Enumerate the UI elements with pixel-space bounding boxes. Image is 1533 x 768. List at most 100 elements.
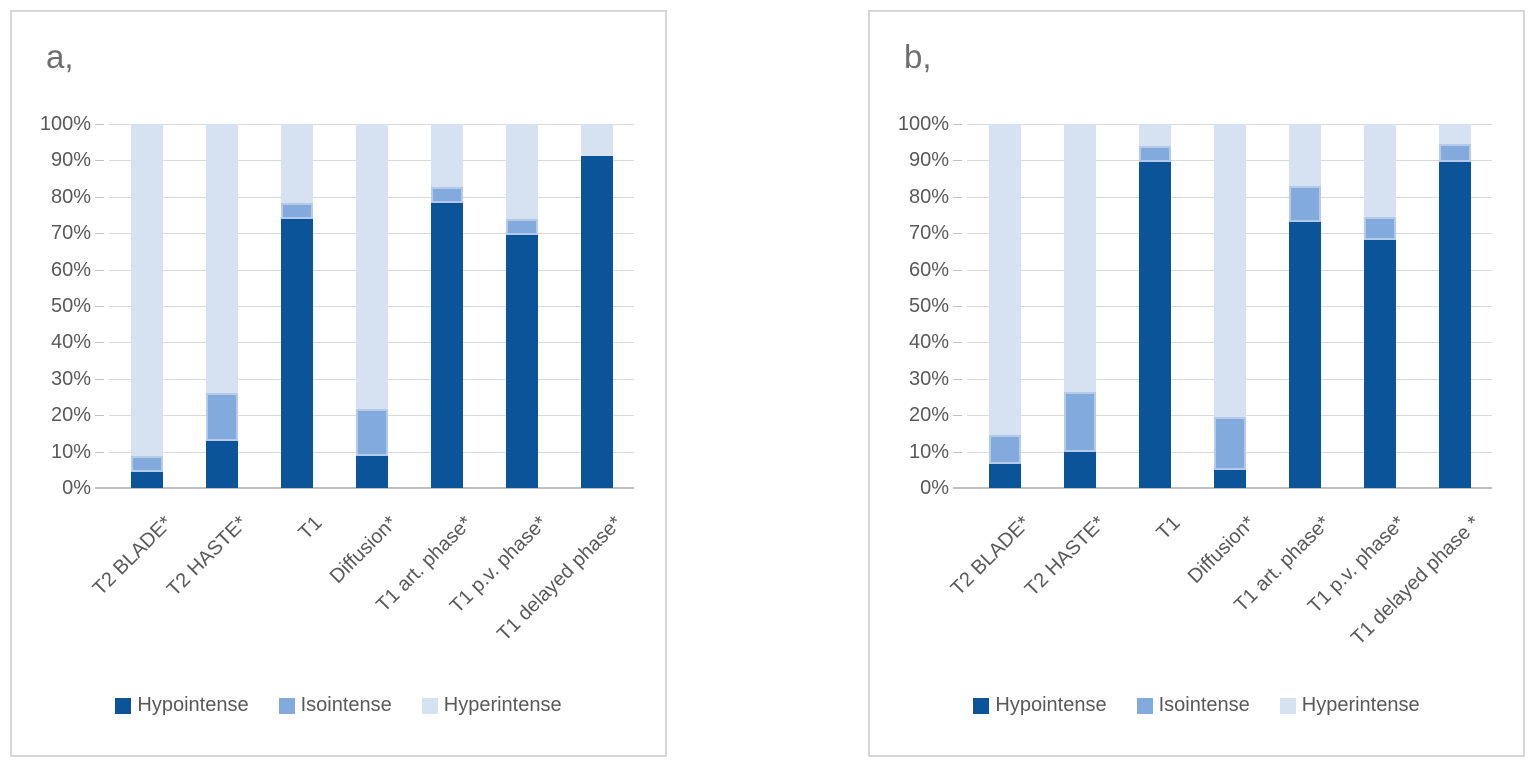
- y-tick-label: 50%: [50, 295, 91, 317]
- segment-hypointense: [505, 234, 538, 488]
- legend-swatch-icon: [421, 697, 438, 714]
- segment-isointense: [130, 456, 163, 473]
- y-tick-mark: [953, 378, 962, 380]
- bar-t2-blade: [967, 124, 1042, 488]
- bar-t1-p-v-phase: [484, 124, 559, 488]
- legend-label: Hypointense: [137, 694, 249, 716]
- y-tick-label: 30%: [50, 367, 91, 390]
- legend-swatch-icon: [1279, 697, 1296, 714]
- segment-hypointense: [1363, 240, 1396, 488]
- y-tick-label: 60%: [908, 258, 949, 281]
- y-tick-mark: [953, 306, 962, 307]
- segment-hyperintense: [205, 124, 238, 394]
- y-tick-label: 90%: [50, 149, 91, 172]
- x-axis-line: [953, 487, 1492, 489]
- legend-label: Isointense: [300, 694, 392, 716]
- x-axis-labels-a: T2 BLADE* T2 HASTE* T1 Diffusion* T1 art. ph…: [88, 500, 634, 670]
- segment-isointense: [1063, 391, 1096, 452]
- y-tick-mark: [95, 306, 104, 307]
- plot-area-b: 0% 10% 20% 30% 40% 50% 60% 70% 80% 90% 100%: [898, 114, 1492, 498]
- bar-t1-p-v-phase: [1342, 124, 1417, 488]
- y-tick-label: 100%: [897, 113, 949, 135]
- segment-hyperintense: [1213, 124, 1246, 418]
- y-tick-mark: [95, 415, 104, 417]
- y-tick-label: 50%: [908, 295, 949, 317]
- bar-t2-haste: [184, 124, 259, 488]
- segment-hypointense: [1213, 469, 1246, 488]
- y-tick-mark: [953, 160, 962, 162]
- segment-hyperintense: [430, 124, 463, 188]
- segment-hyperintense: [355, 124, 388, 410]
- segment-hyperintense: [1438, 124, 1471, 145]
- segment-hypointense: [130, 472, 163, 488]
- legend-item-hyperintense: Hyperintense: [1279, 694, 1420, 717]
- y-tick-mark: [953, 342, 962, 344]
- segment-hypointense: [1288, 222, 1321, 488]
- y-tick-label: 40%: [908, 331, 949, 354]
- segment-hypointense: [1438, 162, 1471, 488]
- bar-t2-haste: [1042, 124, 1117, 488]
- y-tick-label: 20%: [908, 404, 949, 427]
- legend-swatch-icon: [973, 697, 990, 714]
- y-tick-label: 0%: [920, 477, 949, 499]
- legend-swatch-icon: [278, 697, 295, 714]
- bar-t1-delayed-phase: [1417, 124, 1492, 488]
- bar-t1-delayed-phase: [559, 124, 634, 488]
- segment-hypointense: [988, 464, 1021, 488]
- legend-item-hypointense: Hypointense: [115, 694, 249, 717]
- segment-isointense: [1363, 216, 1396, 241]
- y-tick-label: 30%: [908, 367, 949, 390]
- bar-diffusion: [1192, 124, 1267, 488]
- y-tick-label: 100%: [39, 113, 91, 135]
- segment-isointense: [1288, 185, 1321, 223]
- legend-label: Hypointense: [995, 694, 1107, 716]
- y-tick-mark: [95, 233, 104, 235]
- y-tick-mark: [95, 451, 104, 453]
- legend-a: Hypointense Isointense Hyperintense: [12, 694, 665, 717]
- y-tick-label: 10%: [50, 440, 91, 463]
- y-tick-mark: [95, 196, 104, 198]
- segment-isointense: [988, 435, 1021, 465]
- y-tick-mark: [95, 160, 104, 162]
- bar-t2-blade: [109, 124, 184, 488]
- y-tick-mark: [953, 269, 962, 271]
- y-tick-mark: [953, 233, 962, 235]
- segment-isointense: [280, 203, 313, 220]
- y-tick-mark: [953, 451, 962, 453]
- bar-t1: [259, 124, 334, 488]
- segment-hyperintense: [280, 124, 313, 203]
- legend-label: Hyperintense: [443, 694, 562, 716]
- y-tick-label: 10%: [908, 440, 949, 463]
- y-tick-label: 70%: [50, 222, 91, 245]
- x-axis-line: [95, 487, 634, 489]
- segment-hyperintense: [1288, 124, 1321, 186]
- legend-b: Hypointense Isointense Hyperintense: [870, 694, 1523, 717]
- segment-hyperintense: [988, 124, 1021, 436]
- segment-isointense: [1213, 417, 1246, 470]
- plot-area-a: 0% 10% 20% 30% 40% 50% 60% 70% 80% 90% 100%: [40, 114, 634, 498]
- y-tick-mark: [953, 415, 962, 417]
- y-tick-mark: [95, 342, 104, 344]
- segment-isointense: [1438, 144, 1471, 163]
- x-axis-labels-b: T2 BLADE* T2 HASTE* T1 Diffusion* T1 art. ph…: [946, 500, 1492, 670]
- bar-t1-art-phase: [409, 124, 484, 488]
- y-tick-mark: [953, 196, 962, 198]
- y-tick-label: 90%: [908, 149, 949, 172]
- segment-hypointense: [355, 456, 388, 488]
- y-tick-label: 0%: [62, 477, 91, 499]
- y-tick-mark: [953, 124, 962, 125]
- segment-hyperintense: [130, 124, 163, 457]
- legend-label: Hyperintense: [1301, 694, 1420, 716]
- segment-isointense: [355, 409, 388, 457]
- bar-t1: [1117, 124, 1192, 488]
- segment-hyperintense: [580, 124, 613, 156]
- y-tick-label: 60%: [50, 258, 91, 281]
- panel-a-title: a,: [46, 38, 74, 75]
- segment-isointense: [205, 393, 238, 441]
- y-tick-mark: [95, 378, 104, 380]
- y-tick-label: 80%: [908, 185, 949, 208]
- chart-panel-b: b, 0% 10% 20% 30% 40% 50% 60% 70% 80% 90% 100% T2 …: [868, 10, 1525, 757]
- bar-diffusion: [334, 124, 409, 488]
- y-tick-label: 20%: [50, 404, 91, 427]
- segment-hypointense: [1138, 162, 1171, 488]
